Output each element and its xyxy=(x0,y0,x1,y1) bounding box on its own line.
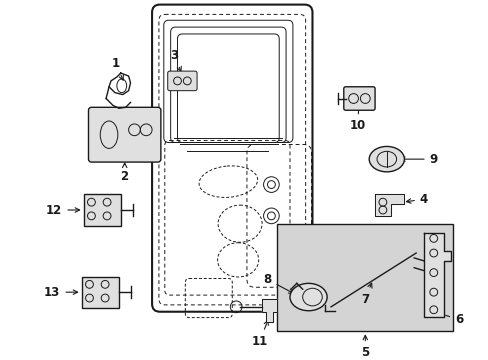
Polygon shape xyxy=(261,299,277,321)
Text: 5: 5 xyxy=(361,335,368,359)
Text: 10: 10 xyxy=(348,103,365,132)
FancyBboxPatch shape xyxy=(343,87,374,110)
Text: 7: 7 xyxy=(361,283,371,306)
Ellipse shape xyxy=(289,283,326,311)
FancyBboxPatch shape xyxy=(83,194,121,226)
Polygon shape xyxy=(423,234,450,316)
Polygon shape xyxy=(374,194,404,216)
FancyBboxPatch shape xyxy=(167,71,197,91)
Text: 1: 1 xyxy=(112,57,123,80)
Text: 9: 9 xyxy=(400,153,437,166)
FancyBboxPatch shape xyxy=(88,107,161,162)
FancyBboxPatch shape xyxy=(277,224,452,331)
Text: 6: 6 xyxy=(437,312,462,326)
Text: 4: 4 xyxy=(406,193,427,206)
FancyBboxPatch shape xyxy=(81,276,119,308)
Text: 2: 2 xyxy=(121,163,128,183)
Text: 12: 12 xyxy=(46,203,80,216)
Text: 8: 8 xyxy=(263,273,293,293)
Text: 3: 3 xyxy=(170,49,181,71)
Text: 11: 11 xyxy=(251,320,268,347)
Text: 13: 13 xyxy=(44,286,78,299)
Ellipse shape xyxy=(368,147,404,172)
